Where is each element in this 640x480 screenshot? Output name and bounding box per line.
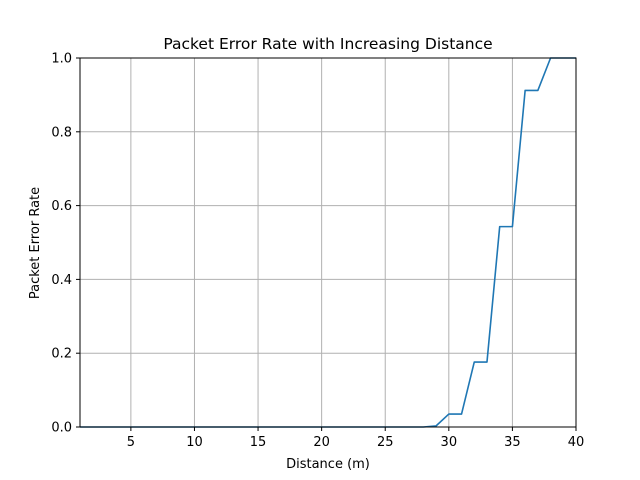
plot-frame	[79, 57, 577, 428]
y-axis-label: Packet Error Rate	[28, 187, 43, 299]
x-tick-label: 5	[127, 435, 135, 450]
y-tick-label: 1.0	[51, 52, 72, 67]
x-tick-label: 15	[250, 435, 267, 450]
x-tick-label: 35	[504, 435, 521, 450]
y-tick-label: 0.6	[51, 199, 72, 214]
y-tick-label: 0.4	[51, 273, 72, 288]
x-tick-label: 10	[186, 435, 203, 450]
x-tick-label: 25	[377, 435, 394, 450]
x-tick-label: 40	[568, 435, 585, 450]
y-tick-label: 0.2	[51, 347, 72, 362]
x-tick-label: 30	[441, 435, 458, 450]
x-axis-label: Distance (m)	[286, 457, 370, 472]
y-tick-label: 0.0	[51, 421, 72, 436]
chart-title: Packet Error Rate with Increasing Distan…	[163, 35, 492, 53]
x-tick-label: 20	[313, 435, 330, 450]
ticks: 5 10 15 20 25 30 35 40 0.0 0.2 0.4 0.6 0.8 1.0	[51, 52, 584, 451]
y-tick-label: 0.8	[51, 125, 72, 140]
